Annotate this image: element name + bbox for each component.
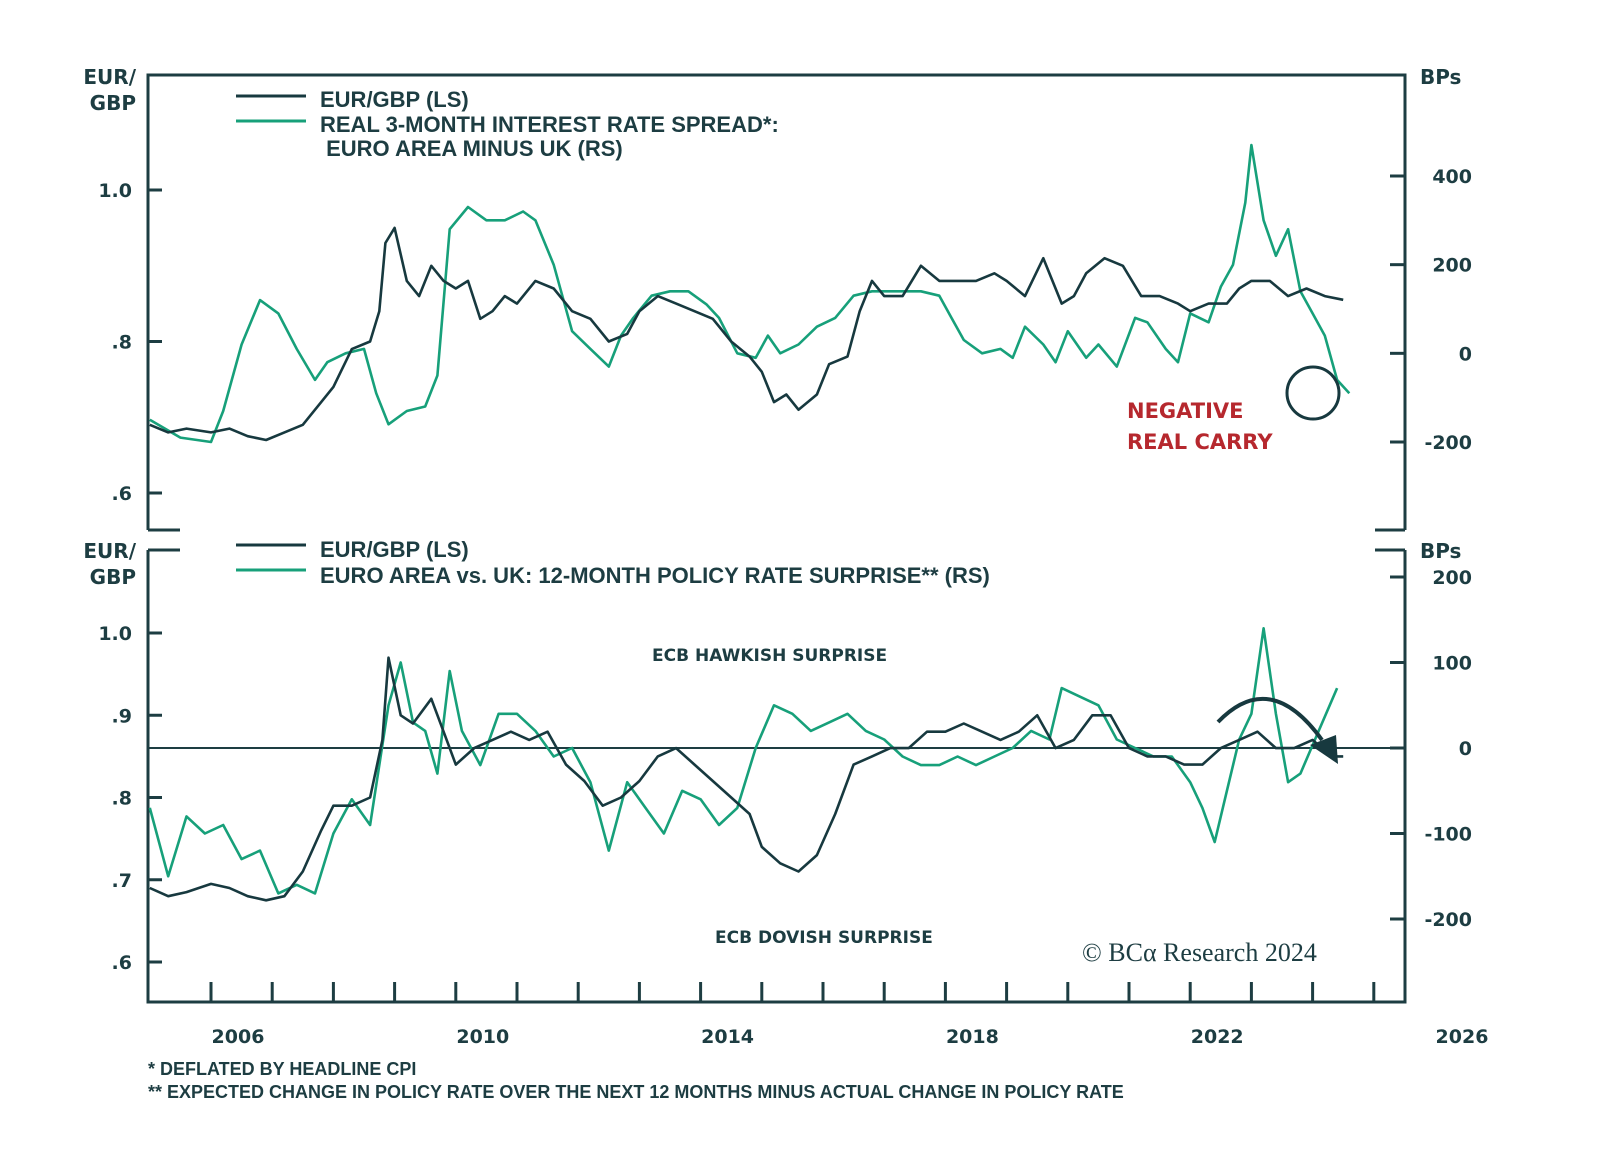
- top-left-axis-title-line2: GBP: [90, 91, 136, 115]
- ecb-hawkish-surprise-label: ECB HAWKISH SURPRISE: [652, 646, 887, 666]
- bottom-left-axis-title-line2: GBP: [90, 565, 136, 589]
- x-axis-labels: 2006 2010 2014 2018 2022 2026: [212, 1026, 1489, 1048]
- bottom-right-y-ticks: 200 100 0 -100 -200: [1390, 567, 1472, 931]
- bottom-legend-label-eurgbp: EUR/GBP (LS): [320, 537, 469, 562]
- top-legend-label-eurgbp: EUR/GBP (LS): [320, 87, 469, 112]
- bottom-rate-line: [148, 627, 1339, 895]
- x-tick-label: 2018: [946, 1026, 999, 1048]
- bottom-panel: EUR/ GBP BPs 1.0 .9 .8 .7 .6 200 100 0 -100 -200…: [83, 537, 1472, 1004]
- top-legend-label-spread: REAL 3-MONTH INTEREST RATE SPREAD*:: [320, 112, 779, 137]
- top-panel: EUR/ GBP BPs 1.0 .8 .6 400 200 0 -200 EUR/GBP…: [83, 65, 1472, 532]
- top-left-tick-label: 1.0: [98, 180, 132, 202]
- top-right-tick-label: 200: [1432, 255, 1472, 277]
- bottom-left-tick-label: 1.0: [98, 623, 132, 645]
- top-right-tick-label: -200: [1424, 432, 1472, 454]
- top-series: [149, 143, 1351, 444]
- top-rate-line: [149, 143, 1351, 444]
- bottom-legend-label-surprise: EURO AREA vs. UK: 12-MONTH POLICY RATE S…: [320, 563, 990, 588]
- x-tick-label: 2022: [1191, 1026, 1244, 1048]
- top-left-tick-label: .8: [112, 332, 132, 354]
- copyright-notice: © BCα Research 2024: [1082, 938, 1317, 967]
- bottom-right-tick-label: -200: [1424, 909, 1472, 931]
- bottom-right-tick-label: 100: [1432, 653, 1472, 675]
- top-left-axis-title-line1: EUR/: [83, 65, 136, 89]
- x-axis-ticks: [209, 982, 1376, 1002]
- bottom-right-axis-title: BPs: [1420, 539, 1461, 563]
- top-legend-label-spread-cont: EURO AREA MINUS UK (RS): [320, 136, 623, 161]
- top-panel-frame: [146, 73, 1407, 530]
- top-left-y-ticks: 1.0 .8 .6: [98, 180, 162, 505]
- bottom-left-tick-label: .9: [112, 705, 132, 727]
- bottom-left-tick-label: .6: [112, 952, 132, 974]
- footnote-1: * DEFLATED BY HEADLINE CPI: [148, 1059, 416, 1079]
- top-eurgbp-line: [149, 226, 1344, 442]
- top-right-tick-label: 0: [1459, 343, 1472, 365]
- top-right-axis-title: BPs: [1420, 65, 1461, 89]
- top-right-y-ticks: 400 200 0 -200: [1390, 166, 1472, 454]
- x-tick-label: 2010: [456, 1026, 509, 1048]
- negative-real-carry-line1: NEGATIVE: [1127, 399, 1244, 423]
- bottom-panel-frame: [146, 550, 1407, 1004]
- negative-carry-highlight-circle: [1285, 365, 1341, 421]
- bottom-left-axis-title-line1: EUR/: [83, 539, 136, 563]
- downturn-arrow-head: [1310, 735, 1338, 764]
- negative-real-carry-line2: REAL CARRY: [1127, 430, 1273, 454]
- top-right-tick-label: 400: [1432, 166, 1472, 188]
- footnote-2: ** EXPECTED CHANGE IN POLICY RATE OVER T…: [148, 1082, 1124, 1102]
- x-tick-label: 2014: [701, 1026, 754, 1048]
- top-left-tick-label: .6: [112, 483, 132, 505]
- bottom-right-tick-label: 0: [1459, 738, 1472, 760]
- bottom-series: [148, 627, 1344, 902]
- ecb-dovish-surprise-label: ECB DOVISH SURPRISE: [715, 928, 933, 948]
- bottom-left-y-ticks: 1.0 .9 .8 .7 .6: [98, 623, 162, 974]
- bottom-right-tick-label: -100: [1424, 824, 1472, 846]
- downturn-arrow-curve: [1216, 696, 1324, 742]
- bottom-left-tick-label: .7: [112, 870, 132, 892]
- bottom-right-tick-label: 200: [1432, 567, 1472, 589]
- bottom-left-tick-label: .8: [112, 788, 132, 810]
- x-tick-label: 2026: [1436, 1026, 1489, 1048]
- x-tick-label: 2006: [212, 1026, 265, 1048]
